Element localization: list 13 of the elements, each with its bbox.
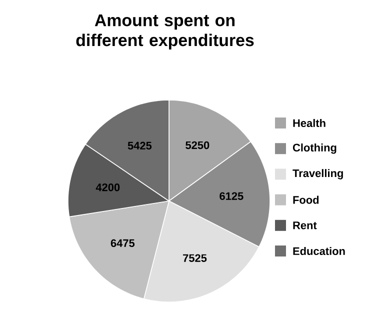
legend-label: Rent <box>293 222 317 230</box>
data-label: 4200 <box>96 183 120 192</box>
legend-label: Education <box>293 246 345 256</box>
data-label: 5250 <box>186 141 210 150</box>
data-label: 7525 <box>183 254 207 262</box>
data-label: 6125 <box>220 192 244 200</box>
legend-label: Clothing <box>292 143 336 154</box>
legend-label: Health <box>293 118 326 128</box>
data-label: 6475 <box>110 239 135 248</box>
chart-title: Amount spent on different expenditures <box>76 14 254 50</box>
data-label: 5425 <box>128 142 152 150</box>
legend-label: Food <box>293 196 319 204</box>
legend-label: Travelling <box>292 169 343 180</box>
